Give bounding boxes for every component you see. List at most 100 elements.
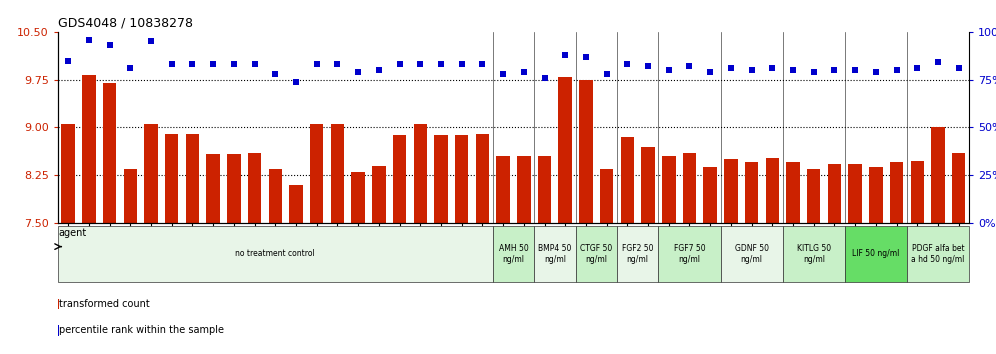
Point [620,62,635,67]
Bar [783,225,845,282]
Point [247,62,263,67]
Point [184,62,200,67]
Point [723,65,739,71]
Point [578,54,594,59]
Point [102,42,118,48]
Bar [641,147,654,223]
Bar [870,167,882,223]
Point [391,62,407,67]
Point [516,69,532,75]
Point [433,62,449,67]
Point [909,65,925,71]
Point [557,52,573,58]
Bar [828,164,842,223]
Point [123,65,138,71]
Bar [849,164,862,223]
Bar [434,135,447,223]
Bar [559,77,572,223]
Point [454,62,470,67]
Bar [683,153,696,223]
Point [309,62,325,67]
Point [744,67,760,73]
Bar [662,156,675,223]
Bar [600,169,614,223]
Text: CTGF 50
ng/ml: CTGF 50 ng/ml [580,244,613,264]
Bar [621,137,634,223]
Bar [58,225,493,282]
Point [537,75,553,81]
Point [81,37,97,42]
Bar [496,156,510,223]
Bar [455,135,468,223]
Text: GDNF 50
ng/ml: GDNF 50 ng/ml [735,244,769,264]
Bar [952,153,965,223]
Bar [413,124,427,223]
Bar [310,124,324,223]
Bar [907,225,969,282]
Point [640,63,656,69]
Bar [745,162,758,223]
Point [143,39,159,44]
Point [702,69,718,75]
Bar [786,162,800,223]
Point [205,62,221,67]
Point [888,67,904,73]
Bar [185,134,199,223]
Text: no treatment control: no treatment control [235,249,315,258]
Bar [248,153,261,223]
Point [827,67,843,73]
Bar [352,172,365,223]
Point [764,65,780,71]
Point [681,63,697,69]
Point [60,58,76,63]
Bar [703,167,717,223]
Bar [910,161,924,223]
Point [371,67,386,73]
Bar [493,225,534,282]
Point [785,67,801,73]
Bar [580,80,593,223]
Bar [392,135,406,223]
Bar [62,124,75,223]
Bar [845,225,907,282]
Bar [165,134,178,223]
Point [660,67,676,73]
Text: GDS4048 / 10838278: GDS4048 / 10838278 [58,16,193,29]
Point [930,59,946,65]
Bar [373,166,385,223]
Bar [206,154,220,223]
Bar [476,134,489,223]
Point [599,71,615,77]
Text: transformed count: transformed count [60,299,150,309]
Point [474,62,490,67]
Point [806,69,822,75]
Bar [534,225,576,282]
Bar [82,75,96,223]
Text: agent: agent [58,228,87,239]
Point [163,62,179,67]
Bar [889,162,903,223]
Point [868,69,883,75]
Point [412,62,428,67]
Point [848,67,864,73]
Bar [931,127,945,223]
Point [330,62,346,67]
Bar [227,154,241,223]
Bar [144,124,157,223]
Bar [103,83,117,223]
Bar [517,156,531,223]
Bar [538,156,551,223]
Text: AMH 50
ng/ml: AMH 50 ng/ml [499,244,528,264]
Point [495,71,511,77]
Bar [124,169,137,223]
Bar [766,158,779,223]
Bar [720,225,783,282]
Point [288,79,304,84]
Bar [576,225,617,282]
Text: FGF7 50
ng/ml: FGF7 50 ng/ml [673,244,705,264]
Text: percentile rank within the sample: percentile rank within the sample [60,325,224,336]
Text: LIF 50 ng/ml: LIF 50 ng/ml [853,249,899,258]
Bar [617,225,658,282]
Point [951,65,967,71]
Text: PDGF alfa bet
a hd 50 ng/ml: PDGF alfa bet a hd 50 ng/ml [911,244,965,264]
